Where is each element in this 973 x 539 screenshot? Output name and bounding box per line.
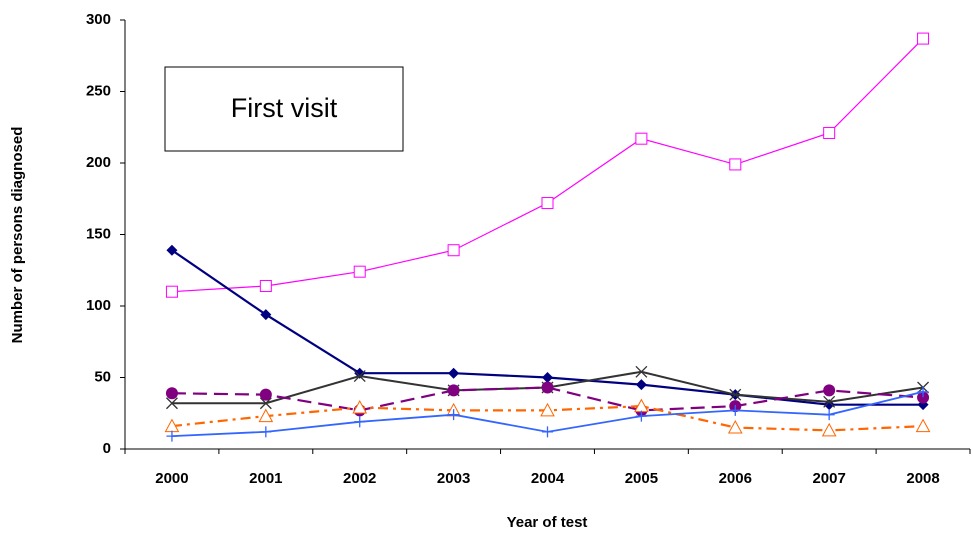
x-tick-label: 2004 (531, 470, 565, 487)
marker (823, 395, 836, 408)
marker (448, 367, 460, 379)
x-tick-label: 2006 (719, 470, 752, 487)
y-tick-label: 100 (86, 297, 111, 314)
marker (727, 420, 743, 434)
marker (353, 370, 366, 383)
marker (917, 386, 929, 398)
marker (917, 32, 930, 45)
marker (260, 309, 272, 321)
marker (729, 158, 742, 171)
marker (823, 409, 835, 421)
marker (540, 402, 555, 417)
marker (541, 197, 554, 210)
marker (635, 379, 647, 391)
marker (448, 409, 460, 421)
x-axis-label: Year of test (507, 514, 588, 531)
x-tick-label: 2000 (155, 470, 188, 487)
marker (635, 132, 648, 145)
marker (259, 279, 272, 292)
y-tick-label: 250 (86, 82, 111, 99)
marker (821, 422, 837, 437)
y-tick-label: 150 (86, 225, 111, 242)
marker (635, 410, 647, 422)
y-tick-label: 50 (94, 368, 111, 385)
marker (259, 388, 272, 401)
marker (166, 244, 178, 256)
marker (259, 397, 272, 410)
x-tick-label: 2007 (812, 470, 845, 487)
x-tick-label: 2001 (249, 470, 282, 487)
marker (166, 430, 178, 442)
marker (823, 126, 836, 139)
marker (165, 285, 178, 298)
marker (165, 387, 178, 400)
y-tick-label: 300 (86, 11, 111, 28)
marker (447, 244, 460, 257)
marker (165, 397, 178, 410)
y-tick-label: 0 (103, 440, 111, 457)
x-tick-label: 2002 (343, 470, 376, 487)
marker (915, 418, 931, 433)
x-tick-label: 2003 (437, 470, 470, 487)
marker (917, 391, 930, 404)
marker (729, 388, 742, 401)
x-tick-label: 2005 (625, 470, 658, 487)
marker (541, 381, 554, 394)
annotation-box (164, 66, 404, 152)
marker (635, 365, 648, 378)
marker (353, 265, 366, 278)
marker (823, 384, 836, 397)
marker (542, 426, 553, 438)
marker (260, 426, 272, 438)
x-tick-label: 2008 (906, 470, 939, 487)
annotation: First visit (231, 93, 338, 123)
marker (352, 399, 368, 414)
marker (354, 416, 366, 428)
marker (729, 404, 741, 416)
marker (258, 408, 274, 423)
marker (542, 372, 553, 383)
y-axis-label: Number of persons diagnosed (9, 127, 26, 344)
marker (447, 384, 460, 397)
y-tick-label: 200 (86, 154, 111, 171)
